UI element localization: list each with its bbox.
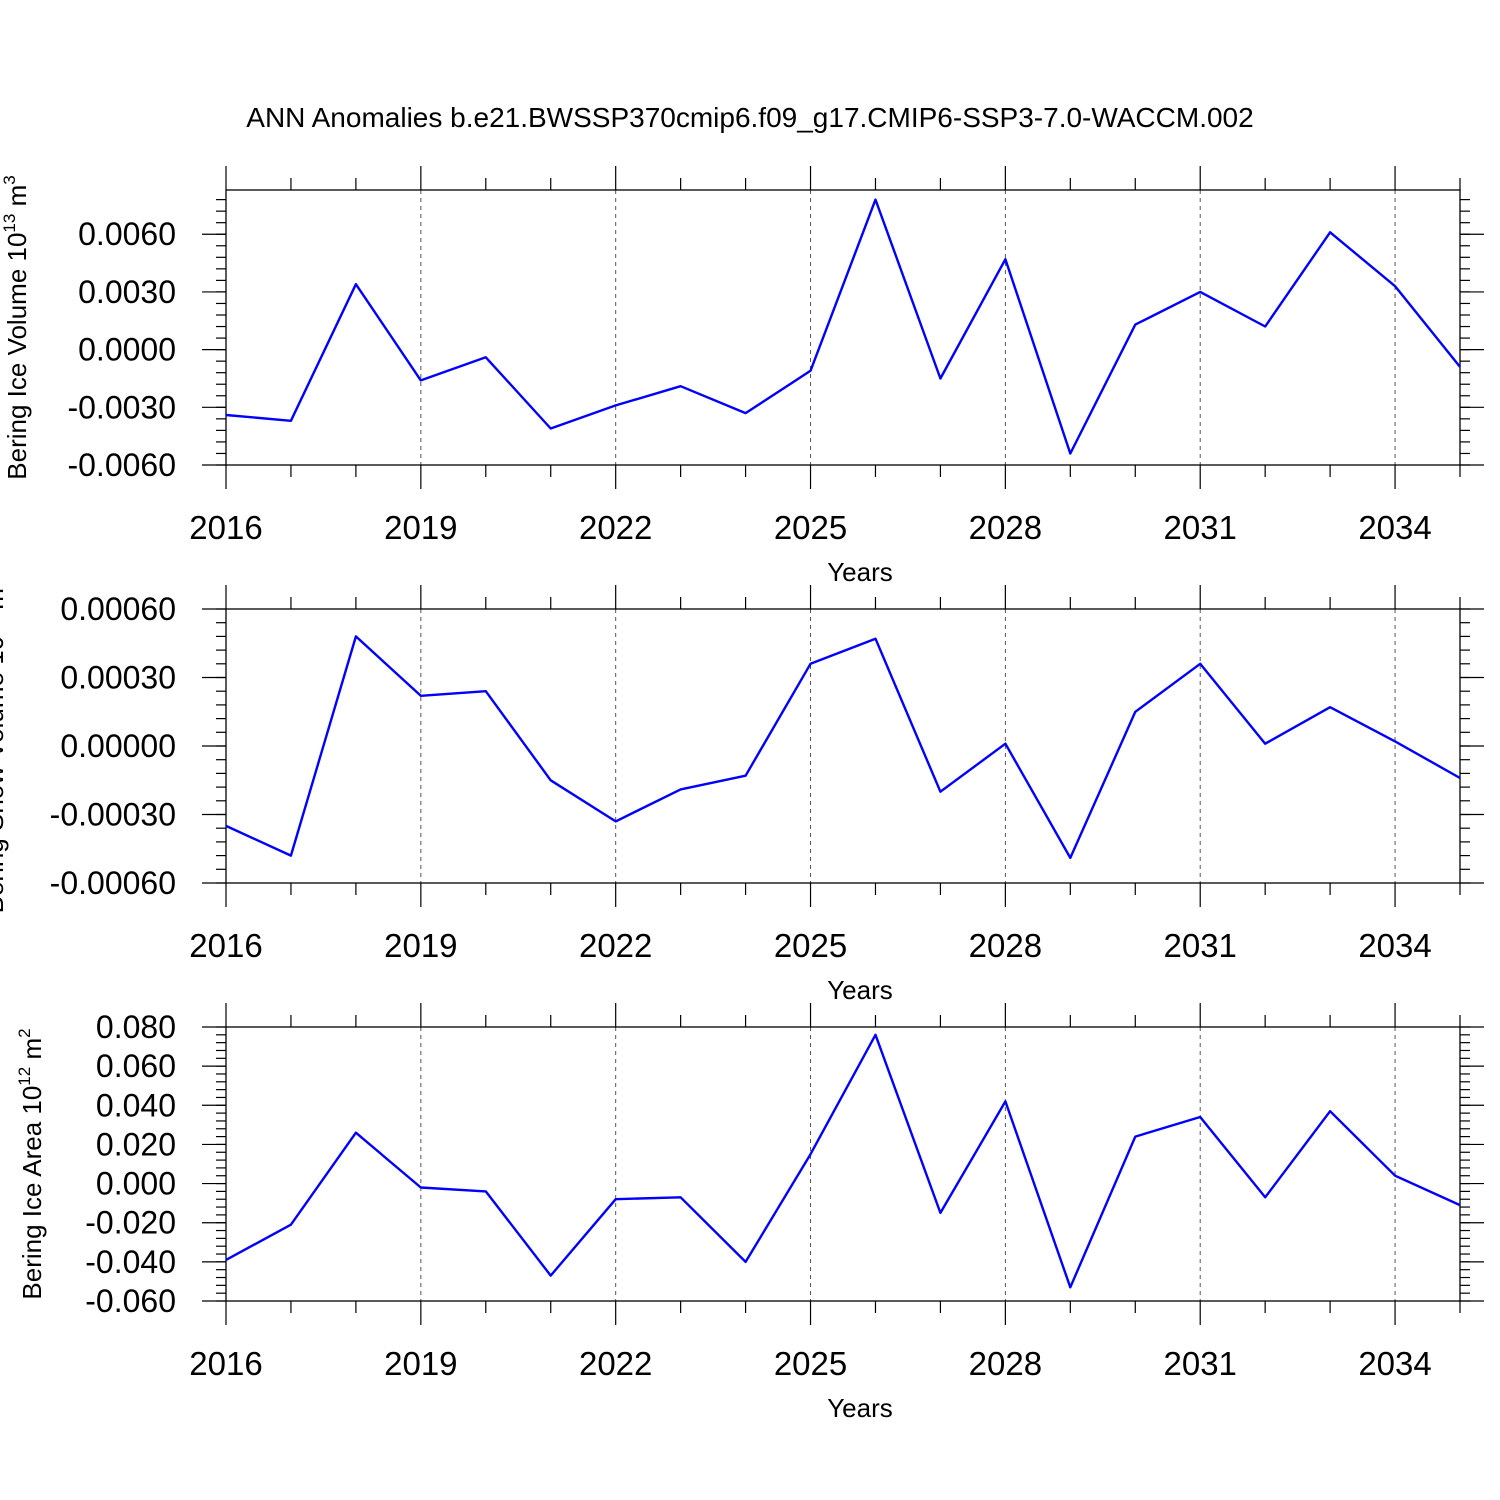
x-tick-label: 2025 (774, 927, 847, 964)
series-line (225, 198, 1461, 455)
y-tick-label: -0.00060 (50, 865, 176, 901)
y-axis-label-exponent: 13 (0, 214, 19, 233)
y-tick-label: 0.0060 (78, 216, 176, 252)
x-tick-label: 2028 (969, 509, 1042, 546)
x-tick-label: 2022 (579, 927, 652, 964)
y-tick-label: 0.00060 (60, 591, 176, 627)
plot-frame (225, 189, 1461, 466)
series-line (225, 635, 1461, 860)
x-tick-label: 2034 (1358, 509, 1431, 546)
x-tick-label: 2019 (384, 927, 457, 964)
y-tick-label: 0.00000 (60, 728, 176, 764)
x-tick-label: 2016 (189, 1345, 262, 1382)
y-tick-label: 0.0000 (78, 332, 176, 368)
y-tick-label: 0.0030 (78, 274, 176, 310)
y-axis-label: Bering Ice Area 1012 m2 (15, 1028, 47, 1299)
y-axis-label: Bering Snow Volume 1013 m3 (0, 579, 9, 914)
y-tick-label: 0.060 (96, 1048, 176, 1084)
panel-3: 2016 2019 2022 2025 2028 2031 2034 -0.060-0.040… (15, 1003, 1484, 1423)
x-tick-label: 2028 (969, 927, 1042, 964)
y-tick-label: 0.040 (96, 1087, 176, 1123)
x-tick-label: 2016 (189, 509, 262, 546)
y-tick-label: -0.0030 (67, 389, 176, 425)
y-axis-label-text: m (17, 1038, 47, 1067)
x-tick-label: 2019 (384, 1345, 457, 1382)
figure-title: ANN Anomalies b.e21.BWSSP370cmip6.f09_g1… (246, 102, 1253, 133)
x-axis-label: Years (827, 1393, 893, 1423)
x-tick-label: 2022 (579, 1345, 652, 1382)
x-axis-label: Years (827, 557, 893, 587)
y-tick-label: 0.080 (96, 1009, 176, 1045)
y-tick-label: 0.020 (96, 1126, 176, 1162)
y-axis-label-text: Bering Ice Volume 10 (2, 233, 32, 480)
x-tick-label: 2022 (579, 509, 652, 546)
x-tick-label: 2028 (969, 1345, 1042, 1382)
y-axis-label: Bering Ice Volume 1013 m3 (0, 175, 32, 479)
y-tick-label: 0.00030 (60, 660, 176, 696)
y-axis-label-text: Bering Snow Volume 10 (0, 636, 9, 914)
x-tick-label: 2034 (1358, 1345, 1431, 1382)
x-tick-label: 2025 (774, 509, 847, 546)
y-axis-label-exponent: 3 (0, 175, 19, 184)
x-tick-label: 2031 (1163, 509, 1236, 546)
x-tick-label: 2031 (1163, 1345, 1236, 1382)
panel-2: 2016 2019 2022 2025 2028 2031 2034 -0.00060 -0.0… (0, 579, 1484, 1005)
plot-frame (225, 1026, 1461, 1302)
y-tick-label: -0.040 (85, 1244, 176, 1280)
y-axis-label-text: m (0, 588, 9, 617)
y-tick-label: -0.00030 (50, 797, 176, 833)
panel-1: 2016 2019 2022 2025 2028 2031 2034 -0.0060 -0.00… (0, 166, 1484, 587)
x-tick-label: 2016 (189, 927, 262, 964)
series-line (225, 1033, 1461, 1289)
y-tick-label: -0.0060 (67, 447, 176, 483)
y-axis-label-exponent: 2 (15, 1028, 34, 1037)
y-axis-label-text: Bering Ice Area 10 (17, 1086, 47, 1300)
y-tick-label: 0.000 (96, 1166, 176, 1202)
y-axis-label-text: m (2, 185, 32, 214)
y-tick-label: -0.060 (85, 1283, 176, 1319)
panels: 2016 2019 2022 2025 2028 2031 2034 -0.0060 -0.00… (0, 166, 1484, 1423)
x-tick-label: 2031 (1163, 927, 1236, 964)
x-tick-label: 2019 (384, 509, 457, 546)
y-tick-label: -0.020 (85, 1205, 176, 1241)
x-tick-label: 2034 (1358, 927, 1431, 964)
y-axis-label-exponent: 12 (15, 1067, 34, 1086)
x-tick-label: 2025 (774, 1345, 847, 1382)
x-axis-label: Years (827, 975, 893, 1005)
